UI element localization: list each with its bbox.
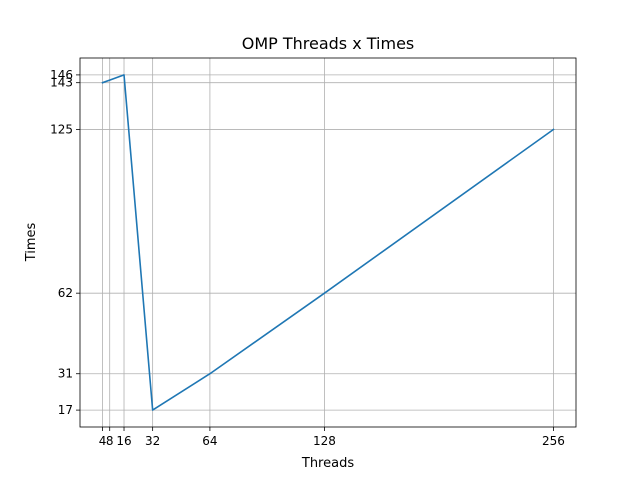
x-axis: 4 8 16 32 64 128 256 xyxy=(99,427,565,448)
series-line xyxy=(101,74,555,411)
y-tick-label: 143 xyxy=(50,76,73,90)
chart-title: OMP Threads x Times xyxy=(242,34,415,53)
y-tick-label: 17 xyxy=(58,403,73,417)
grid xyxy=(80,58,576,427)
plot-frame xyxy=(79,57,577,428)
y-axis-label: Times xyxy=(24,222,39,262)
y-tick-label: 31 xyxy=(58,367,73,381)
y-tick-label: 125 xyxy=(50,122,73,136)
y-tick-label: 146 xyxy=(50,68,73,82)
x-tick-label: 256 xyxy=(542,434,565,448)
x-axis-label: Threads xyxy=(301,456,354,471)
series-layer xyxy=(101,74,555,411)
x-tick-label: 32 xyxy=(145,434,160,448)
x-tick-label: 128 xyxy=(313,434,336,448)
x-tick-label: 16 xyxy=(116,434,131,448)
x-tick-label: 64 xyxy=(202,434,217,448)
x-tick-label: 4 xyxy=(99,434,107,448)
y-tick-label: 62 xyxy=(58,286,73,300)
x-tick-label: 8 xyxy=(106,434,114,448)
